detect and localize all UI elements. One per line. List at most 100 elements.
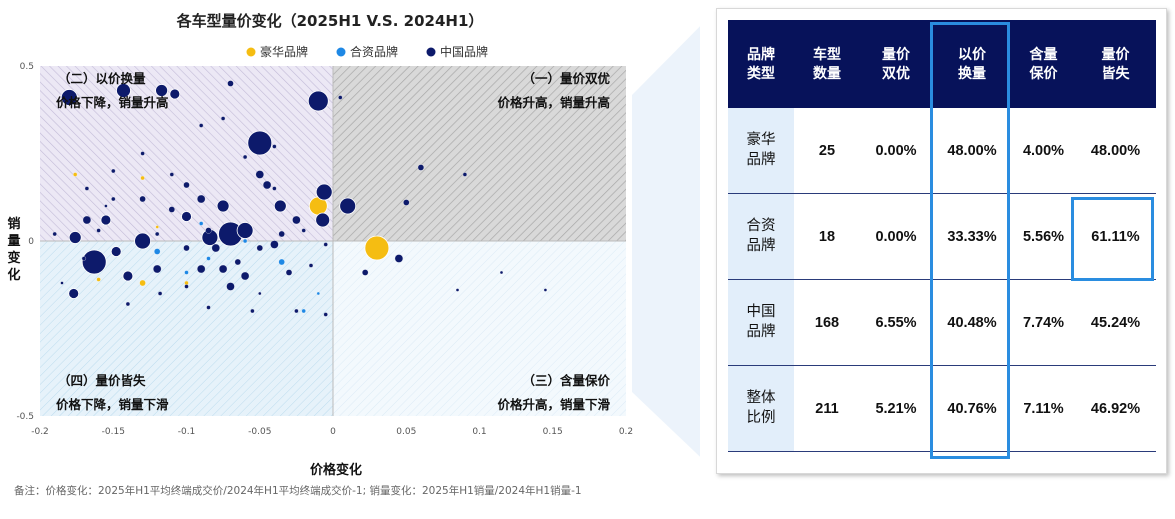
data-point-luxury-37 xyxy=(139,279,146,287)
y-tick-label-1: 0 xyxy=(28,237,34,247)
data-point-china-81 xyxy=(338,95,343,100)
legend-label-china: 中国品牌 xyxy=(440,44,488,59)
data-point-china-85 xyxy=(111,168,116,174)
data-point-china-33 xyxy=(292,215,301,225)
data-point-china-31 xyxy=(240,271,250,281)
data-point-jv-57 xyxy=(184,270,189,275)
quadrant-q1-desc: 价格升高，销量升高 xyxy=(497,95,610,110)
brand-quadrant-table: 品牌 类型 车型 数量 量价 双优 以价 换量 含量 保价 量价 皆失 豪华 品牌 25 0.… xyxy=(728,20,1156,452)
table-cell: 5.21% xyxy=(860,365,932,452)
table-cell: 61.11% xyxy=(1075,193,1156,280)
data-point-china-94 xyxy=(104,204,108,208)
table-cell: 25 xyxy=(794,108,860,194)
data-point-china-78 xyxy=(169,172,174,177)
data-point-china-21 xyxy=(122,270,134,282)
data-point-china-27 xyxy=(226,282,235,291)
table-row: 中国 品牌 168 6.55% 40.48% 7.74% 45.24% xyxy=(728,279,1156,366)
data-point-china-49 xyxy=(234,258,241,266)
quadrant-q1-area xyxy=(333,66,626,241)
data-point-china-35 xyxy=(394,254,404,263)
y-tick-label-2: -0.5 xyxy=(16,412,34,422)
table-row: 豪华 品牌 25 0.00% 48.00% 4.00% 48.00% xyxy=(728,108,1156,194)
y-axis-ticks: 0.5 0 -0.5 xyxy=(16,62,34,422)
table-cell: 48.00% xyxy=(1075,108,1156,194)
data-point-china-44 xyxy=(362,269,369,276)
legend-swatch-luxury xyxy=(246,47,256,57)
table-cell: 0.00% xyxy=(860,108,932,194)
data-point-china-16 xyxy=(216,199,230,213)
data-point-china-30 xyxy=(211,243,220,253)
row-label: 合资 品牌 xyxy=(728,193,794,280)
table-cell: 40.76% xyxy=(932,365,1012,452)
x-tick-label-3: -0.05 xyxy=(248,427,271,437)
callout-wedge xyxy=(632,26,700,457)
quadrant-backgrounds xyxy=(40,66,626,416)
data-point-china-66 xyxy=(308,263,314,268)
data-point-china-12 xyxy=(116,83,131,98)
header-q4: 量价 皆失 xyxy=(1075,20,1156,108)
row-label: 整体 比例 xyxy=(728,365,794,452)
data-point-china-74 xyxy=(81,256,87,261)
data-point-china-36 xyxy=(218,264,228,274)
x-tick-label-6: 0.1 xyxy=(472,427,486,437)
header-q3: 含量 保价 xyxy=(1012,20,1075,108)
legend-swatch-china xyxy=(426,47,436,57)
data-point-china-24 xyxy=(82,215,92,225)
data-point-luxury-53 xyxy=(73,172,78,177)
chart-title: 各车型量价变化（2025H1 V.S. 2024H1） xyxy=(176,12,484,30)
data-point-china-19 xyxy=(100,214,112,226)
data-point-china-76 xyxy=(111,196,116,202)
data-point-china-87 xyxy=(323,242,328,247)
quadrant-q4-title: （四）量价皆失 xyxy=(58,373,146,388)
x-tick-label-1: -0.15 xyxy=(102,427,125,437)
table-cell: 7.74% xyxy=(1012,279,1075,366)
x-tick-label-5: 0.05 xyxy=(396,427,416,437)
x-tick-label-4: 0 xyxy=(330,427,336,437)
data-point-china-28 xyxy=(255,170,264,179)
data-point-china-82 xyxy=(199,123,204,128)
data-point-china-95 xyxy=(258,291,262,296)
header-brand-type: 品牌 类型 xyxy=(728,20,794,108)
y-axis-label: 销量变化 xyxy=(7,216,20,283)
quadrant-q4-desc: 价格下降，销量下滑 xyxy=(56,397,169,412)
data-point-china-70 xyxy=(206,305,211,310)
data-point-jv-39 xyxy=(278,258,285,266)
data-point-china-77 xyxy=(140,151,145,156)
data-point-luxury-88 xyxy=(155,225,159,229)
x-tick-label-0: -0.2 xyxy=(31,427,49,437)
data-point-china-67 xyxy=(184,284,189,289)
data-point-jv-38 xyxy=(154,248,161,255)
table-cell: 6.55% xyxy=(860,279,932,366)
legend-label-luxury: 豪华品牌 xyxy=(260,44,308,59)
header-model-count: 车型 数量 xyxy=(794,20,860,108)
data-point-china-23 xyxy=(181,211,192,222)
data-point-china-71 xyxy=(250,308,255,314)
data-point-china-83 xyxy=(242,154,248,160)
data-point-china-46 xyxy=(403,199,410,206)
table-cell: 211 xyxy=(794,365,860,452)
data-point-china-11 xyxy=(236,222,254,239)
quadrant-labels: （二）以价换量 价格下降，销量升高 （一）量价双优 价格升高，销量升高 （四）量… xyxy=(56,71,610,412)
data-point-china-47 xyxy=(183,244,190,252)
data-point-china-13 xyxy=(315,212,331,228)
data-point-china-79 xyxy=(220,116,226,121)
legend: 豪华品牌 合资品牌 中国品牌 xyxy=(246,44,488,59)
data-point-china-84 xyxy=(272,144,277,149)
table-cell: 18 xyxy=(794,193,860,280)
table-header-row: 品牌 类型 车型 数量 量价 双优 以价 换量 含量 保价 量价 皆失 xyxy=(728,20,1156,108)
x-axis-ticks: -0.2 -0.15 -0.1 -0.05 0 0.05 0.1 0.15 0.2 xyxy=(31,427,633,437)
data-point-china-62 xyxy=(84,186,90,191)
data-point-china-26 xyxy=(197,264,206,274)
x-axis-label: 价格变化 xyxy=(310,462,362,478)
y-axis-label-char-2: 变 xyxy=(7,250,20,266)
data-point-china-65 xyxy=(301,228,306,233)
data-point-jv-60 xyxy=(242,238,248,244)
data-point-china-2 xyxy=(81,249,107,275)
data-point-china-64 xyxy=(155,231,160,237)
data-point-china-40 xyxy=(183,181,190,189)
header-q2: 以价 换量 xyxy=(932,20,1012,108)
data-point-china-50 xyxy=(256,244,263,252)
data-points xyxy=(52,80,548,317)
data-point-china-8 xyxy=(339,197,357,215)
data-point-china-29 xyxy=(262,180,272,190)
